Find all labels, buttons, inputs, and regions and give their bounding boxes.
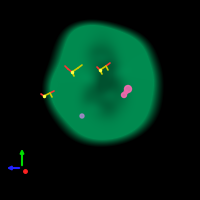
Circle shape (124, 90, 128, 94)
Circle shape (124, 86, 132, 92)
Circle shape (122, 92, 127, 98)
Circle shape (80, 114, 84, 118)
